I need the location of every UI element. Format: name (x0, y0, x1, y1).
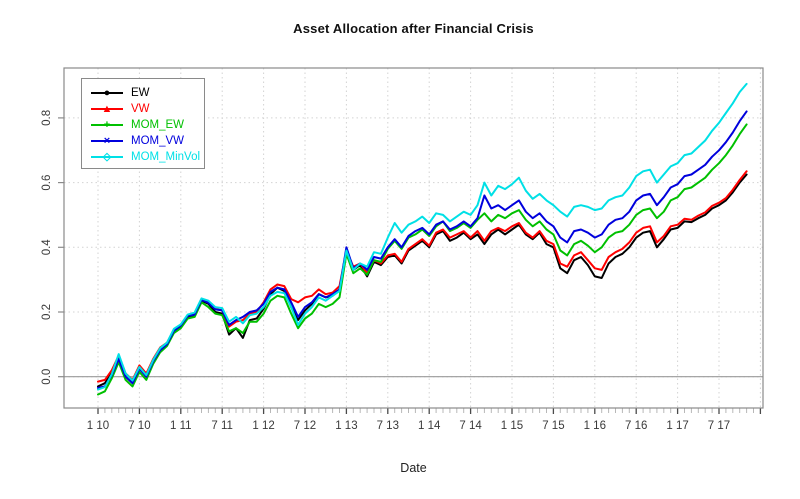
legend-label: MOM_EW (131, 119, 185, 131)
x-tick-label: 7 13 (377, 420, 399, 432)
x-tick-label: 7 15 (542, 420, 564, 432)
legend-label: MOM_MinVol (131, 151, 201, 163)
legend-item-MOM_EW: + MOM_EW (82, 117, 204, 133)
legend-sample: ▲ (91, 102, 123, 116)
legend-sample: + (91, 118, 123, 132)
legend-sample: ● (91, 86, 123, 100)
series-line-MOM_EW (97, 123, 748, 396)
x-tick-label: 1 16 (584, 420, 606, 432)
x-tick-label: 7 14 (459, 420, 482, 432)
legend-item-MOM_VW: × MOM_VW (82, 133, 204, 149)
legend-label: EW (131, 87, 150, 99)
plot-border (63, 67, 764, 409)
x-tick-label: 7 17 (708, 420, 730, 432)
legend-item-MOM_MinVol: ◇ MOM_MinVol (82, 149, 204, 165)
x-tick-label: 7 16 (625, 420, 647, 432)
legend-line (91, 92, 123, 94)
x-tick-label: 1 13 (335, 420, 357, 432)
series-line-VW (97, 170, 748, 383)
x-tick-label: 7 10 (128, 420, 150, 432)
legend-line (91, 108, 123, 110)
legend-label: MOM_VW (131, 135, 185, 147)
y-tick-label: 0.2 (41, 304, 53, 320)
series-line-MOM_MinVol (97, 82, 748, 391)
legend-item-VW: ▲ VW (82, 101, 204, 117)
chart-title: Asset Allocation after Financial Crisis (293, 21, 534, 36)
legend-marker-triangle-icon: ▲ (101, 103, 113, 115)
legend-line (91, 140, 123, 142)
x-tick-label: 1 15 (501, 420, 523, 432)
x-tick-label: 1 17 (666, 420, 688, 432)
legend-label: VW (131, 103, 150, 115)
legend-marker-plus-icon: + (103, 119, 111, 131)
x-tick-label: 7 11 (211, 420, 233, 432)
y-tick-label: 0.6 (41, 175, 53, 191)
legend-marker-diamond-icon: ◇ (102, 151, 112, 163)
x-tick-label: 1 14 (418, 420, 441, 432)
legend-item-EW: ● EW (82, 85, 204, 101)
legend-line (91, 124, 123, 126)
y-tick-label: 0.8 (41, 110, 53, 126)
x-tick-label: 1 11 (170, 420, 192, 432)
legend-marker-cross-icon: × (103, 135, 111, 147)
y-tick-label: 0.4 (41, 239, 53, 256)
series-line-EW (97, 173, 748, 388)
y-tick-label: 0.0 (41, 369, 53, 385)
legend-sample: × (91, 134, 123, 148)
x-tick-label: 7 12 (294, 420, 316, 432)
legend-sample: ◇ (91, 150, 123, 164)
legend-marker-circle-icon: ● (103, 87, 111, 99)
series-line-MOM_VW (97, 110, 748, 389)
legend-box: ● EW ▲ VW + MOM_EW × MOM_VW ◇ MOM_MinVol (81, 78, 205, 169)
x-axis-title: Date (400, 461, 427, 475)
x-tick-label: 1 10 (87, 420, 109, 432)
legend-line (91, 156, 123, 158)
x-tick-label: 1 12 (252, 420, 274, 432)
